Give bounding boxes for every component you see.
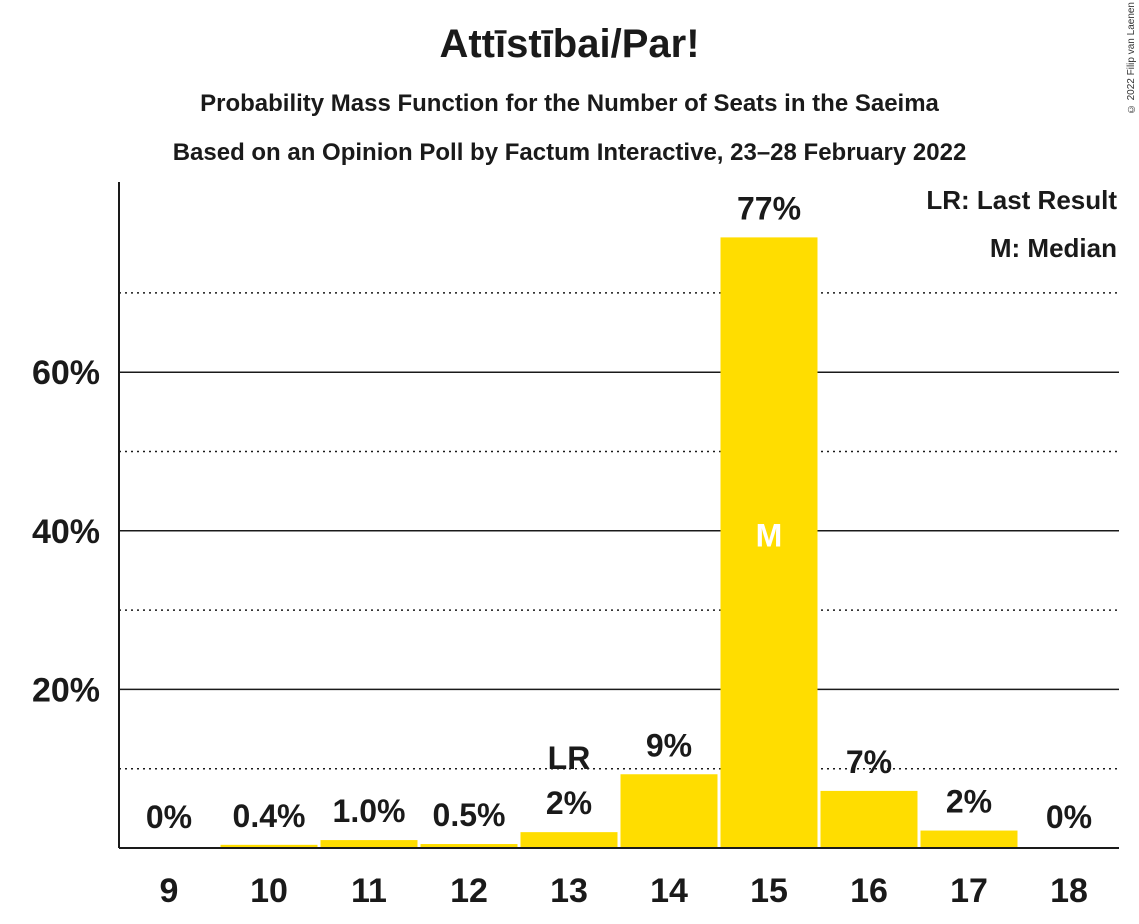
value-label-18: 0% xyxy=(1046,799,1092,835)
value-label-16: 7% xyxy=(846,744,892,780)
bar-16 xyxy=(820,790,918,848)
x-tick-label-11: 11 xyxy=(351,872,387,910)
x-tick-label-18: 18 xyxy=(1050,872,1088,910)
x-tick-label-10: 10 xyxy=(250,872,288,910)
bar-12 xyxy=(420,844,518,848)
legend-entry: LR: Last Result xyxy=(926,185,1117,215)
value-label-11: 1.0% xyxy=(333,793,406,829)
legend: LR: Last Result M: Median xyxy=(926,185,1117,263)
value-label-17: 2% xyxy=(946,784,992,820)
bar-labels: 0% 0.4% 1.0% 0.5% 2% LR 9% 77% M 7% 2% 0% xyxy=(146,190,1092,835)
value-label-10: 0.4% xyxy=(233,798,306,834)
x-tick-label-15: 15 xyxy=(750,872,788,910)
x-tick-label-16: 16 xyxy=(850,872,888,910)
value-label-15: 77% xyxy=(737,190,801,226)
legend-entry: M: Median xyxy=(990,233,1117,263)
value-label-12: 0.5% xyxy=(433,797,506,833)
value-label-13: 2% xyxy=(546,785,592,821)
x-tick-label-17: 17 xyxy=(950,872,988,910)
gridlines xyxy=(119,292,1119,770)
x-tick-label-9: 9 xyxy=(160,872,179,910)
y-tick-label: 60% xyxy=(32,354,100,392)
bar-17 xyxy=(920,830,1018,848)
median-marker: M xyxy=(756,518,783,554)
bar-10 xyxy=(220,844,318,848)
x-tick-label-13: 13 xyxy=(550,872,588,910)
bar-15 xyxy=(720,237,818,848)
y-tick-label: 40% xyxy=(32,513,100,551)
bar-14 xyxy=(620,774,718,848)
axes: 20% 40% 60% 9 10 11 12 13 14 15 16 17 18 xyxy=(32,182,1119,910)
value-label-9: 0% xyxy=(146,799,192,835)
bar-11 xyxy=(320,840,418,848)
chart-source-subtitle: Based on an Opinion Poll by Factum Inter… xyxy=(172,139,967,166)
value-label-14: 9% xyxy=(646,727,692,763)
bar-13 xyxy=(520,832,618,848)
x-tick-label-12: 12 xyxy=(450,872,488,910)
last-result-marker: LR xyxy=(548,740,591,776)
y-tick-label: 20% xyxy=(32,671,100,709)
chart-title: Attīstībai/Par! xyxy=(439,22,700,66)
x-tick-label-14: 14 xyxy=(650,872,688,910)
bars xyxy=(220,237,1018,848)
chart-subtitle: Probability Mass Function for the Number… xyxy=(200,90,939,117)
